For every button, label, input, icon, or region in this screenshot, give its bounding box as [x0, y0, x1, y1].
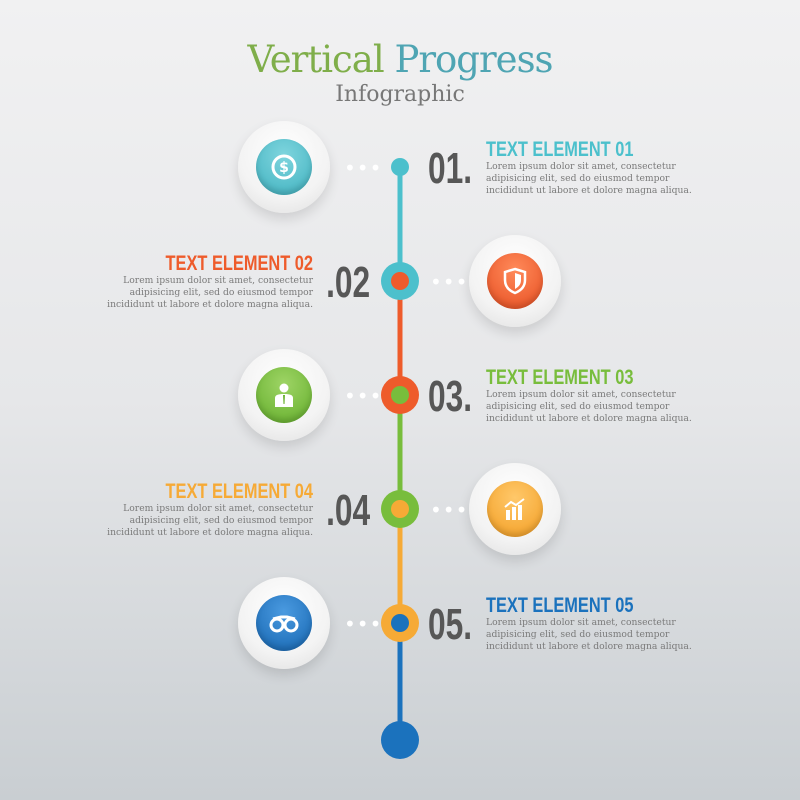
step-5-line-1: Lorem ipsum dolor sit amet, consectetur: [486, 617, 676, 628]
step-2-line-3: incididunt ut labore et dolore magna ali…: [107, 299, 313, 310]
page-title: Vertical Progress: [0, 38, 800, 81]
timeline-node-2-inner: [391, 272, 409, 290]
step-3-number: 03.: [428, 372, 473, 421]
page-subtitle: Infographic: [335, 82, 465, 107]
step-4-line-1: Lorem ipsum dolor sit amet, consectetur: [123, 503, 313, 514]
businessman-icon: [256, 367, 312, 423]
step-5-number: 05.: [428, 600, 473, 649]
svg-text:$: $: [279, 160, 289, 176]
timeline-node-1: [391, 158, 409, 176]
step-3-line-1: Lorem ipsum dolor sit amet, consectetur: [486, 389, 676, 400]
title-word-1: Vertical: [247, 38, 384, 81]
step-1-number: 01.: [428, 144, 473, 193]
step-4-number: .04: [325, 486, 370, 535]
step-5-line-3: incididunt ut labore et dolore magna ali…: [486, 641, 692, 652]
timeline-node-3-inner: [391, 386, 409, 404]
connector-dots-5: •••: [344, 612, 383, 636]
bar-chart-growth-icon: [487, 481, 543, 537]
step-1-text: TEXT ELEMENT 01 Lorem ipsum dolor sit am…: [486, 139, 726, 197]
connector-dots-1: •••: [344, 156, 383, 180]
connector-dots-3: •••: [344, 384, 383, 408]
step-3-icon-badge: [238, 349, 330, 441]
shield-icon: [487, 253, 543, 309]
step-4-icon-badge: [469, 463, 561, 555]
step-1-icon-badge: $: [238, 121, 330, 213]
step-2-icon-badge: [469, 235, 561, 327]
step-4-line-3: incididunt ut labore et dolore magna ali…: [107, 527, 313, 538]
step-4-text: TEXT ELEMENT 04 Lorem ipsum dolor sit am…: [73, 481, 313, 539]
connector-dots-4: •••: [430, 498, 469, 522]
step-1-line-1: Lorem ipsum dolor sit amet, consectetur: [486, 161, 676, 172]
step-1-line-3: incididunt ut labore et dolore magna ali…: [486, 185, 692, 196]
step-1-line-2: adipisicing elit, sed do eiusmod tempor: [486, 173, 670, 184]
connector-dots-2: •••: [430, 270, 469, 294]
binoculars-icon: [256, 595, 312, 651]
step-4-line-2: adipisicing elit, sed do eiusmod tempor: [129, 515, 313, 526]
step-3-line-2: adipisicing elit, sed do eiusmod tempor: [486, 401, 670, 412]
step-2-line-2: adipisicing elit, sed do eiusmod tempor: [129, 287, 313, 298]
step-2-line-1: Lorem ipsum dolor sit amet, consectetur: [123, 275, 313, 286]
step-2-number: .02: [325, 258, 370, 307]
step-5-text: TEXT ELEMENT 05 Lorem ipsum dolor sit am…: [486, 595, 726, 653]
step-3-line-3: incididunt ut labore et dolore magna ali…: [486, 413, 692, 424]
timeline-node-4-inner: [391, 500, 409, 518]
title-word-2: Progress: [394, 38, 553, 81]
timeline-node-5-inner: [391, 614, 409, 632]
step-2-title: TEXT ELEMENT 02: [165, 252, 313, 275]
step-2-text: TEXT ELEMENT 02 Lorem ipsum dolor sit am…: [73, 253, 313, 311]
step-5-icon-badge: [238, 577, 330, 669]
step-4-title: TEXT ELEMENT 04: [165, 480, 313, 503]
timeline-end-node: [381, 721, 419, 759]
step-1-title: TEXT ELEMENT 01: [486, 138, 634, 161]
step-5-title: TEXT ELEMENT 05: [486, 594, 634, 617]
dollar-coin-icon: $: [256, 139, 312, 195]
step-3-text: TEXT ELEMENT 03 Lorem ipsum dolor sit am…: [486, 367, 726, 425]
step-3-title: TEXT ELEMENT 03: [486, 366, 634, 389]
step-5-line-2: adipisicing elit, sed do eiusmod tempor: [486, 629, 670, 640]
